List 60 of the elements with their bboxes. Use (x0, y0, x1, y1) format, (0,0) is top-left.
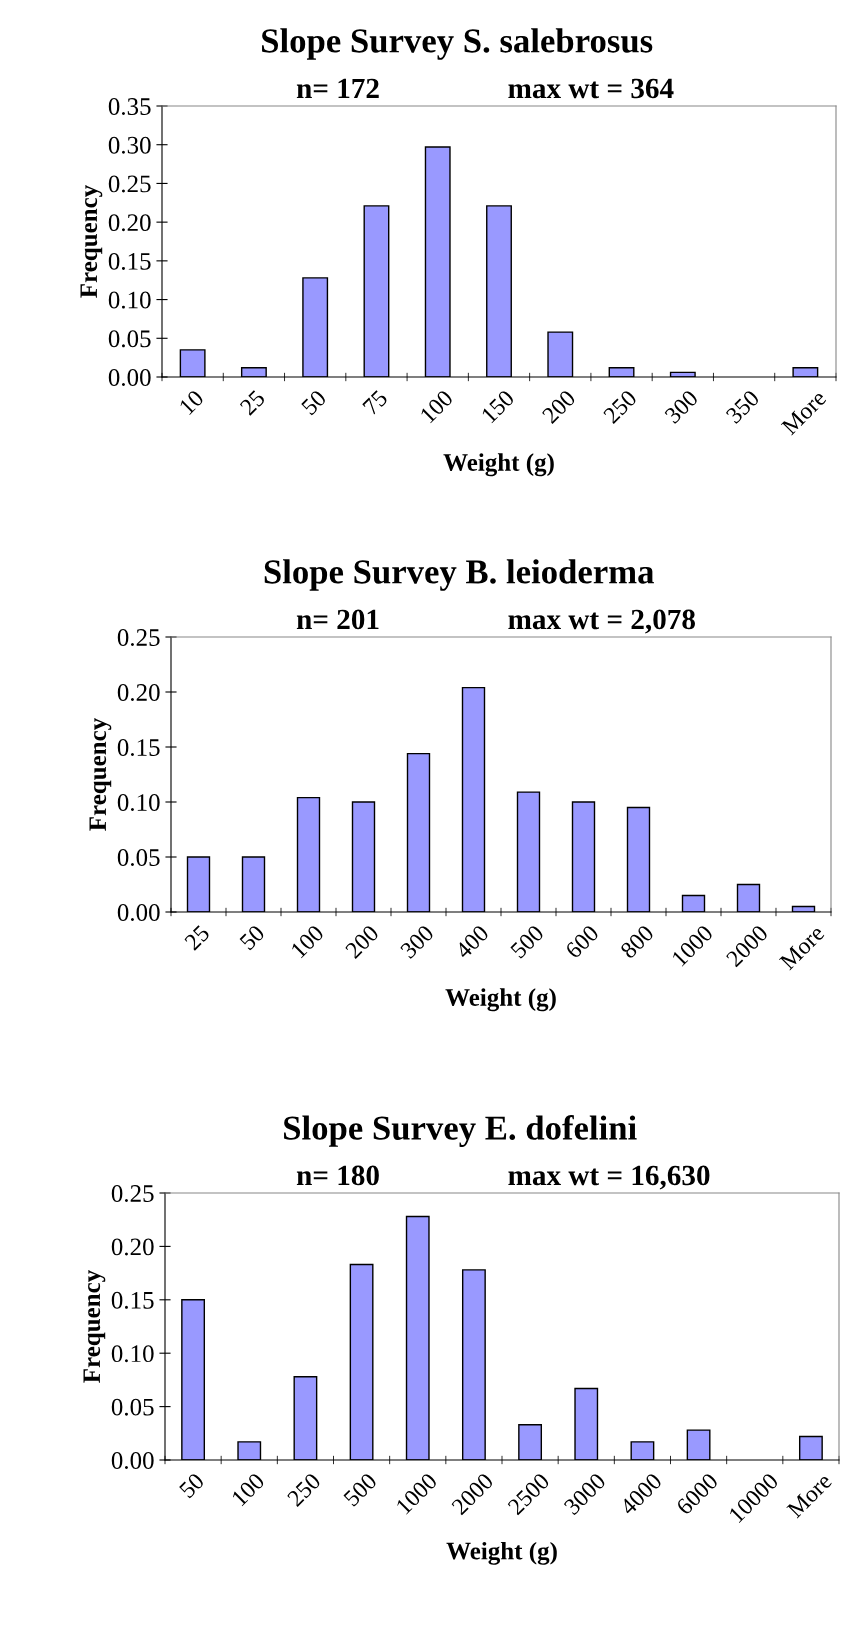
y-tick-label: 0.15 (111, 1291, 154, 1309)
chart-title: Slope Survey S. salebrosus (262, 28, 653, 60)
x-tick-label: 100 (290, 924, 325, 959)
x-tick-label: 350 (725, 389, 761, 425)
y-tick-label: 0.10 (111, 1345, 154, 1363)
y-tick-label: 0.10 (108, 291, 151, 309)
y-tick-label: 0.15 (117, 739, 160, 757)
y-tick-label: 0.05 (111, 1398, 154, 1416)
x-tick-label: 100 (231, 1472, 266, 1507)
y-tick-label: 0.35 (108, 98, 151, 116)
x-axis-title: Weight (g) (443, 453, 554, 477)
x-tick-label: 25 (183, 924, 211, 951)
y-tick-label: 0.20 (108, 214, 151, 232)
y-tick-label: 0.05 (108, 330, 151, 348)
x-tick-label: 200 (541, 389, 577, 425)
x-tick-label: 10 (178, 389, 205, 416)
y-tick-label: 0.00 (117, 904, 160, 922)
x-tick-label: 25 (239, 389, 266, 416)
y-axis-title: Frequency (83, 1270, 106, 1383)
x-tick-label: 6000 (675, 1472, 719, 1516)
y-tick-label: 0.30 (108, 136, 151, 154)
chart-title: Slope Survey E. dofelini (284, 1115, 637, 1147)
y-tick-label: 0.00 (108, 369, 151, 387)
x-tick-label: 75 (362, 389, 389, 416)
x-axis-title: Weight (g) (445, 988, 556, 1012)
y-tick-label: 0.10 (117, 794, 160, 812)
x-tick-label: 250 (602, 389, 638, 425)
x-tick-label: 50 (239, 924, 266, 951)
y-tick-label: 0.05 (117, 849, 160, 867)
x-tick-label: 250 (286, 1472, 322, 1508)
y-tick-label: 0.25 (117, 629, 160, 647)
x-tick-label: 200 (344, 924, 380, 960)
x-tick-label: 50 (300, 389, 328, 416)
text: n= 180 (296, 1165, 379, 1186)
y-axis-title: Frequency (80, 185, 103, 298)
x-tick-label: 100 (419, 389, 454, 424)
text: max wt = 16,630 (508, 1165, 710, 1190)
x-tick-label: 500 (509, 924, 545, 959)
text: n= 201 (296, 609, 379, 630)
y-tick-label: 0.20 (111, 1238, 154, 1256)
x-tick-label: 800 (619, 924, 655, 960)
y-tick-label: 0.00 (111, 1452, 154, 1470)
y-tick-label: 0.25 (111, 1185, 154, 1203)
x-tick-label: 4000 (618, 1472, 663, 1516)
text: max wt = 364 (508, 78, 674, 99)
y-tick-label: 0.25 (108, 175, 151, 193)
chart-title: Slope Survey B. leioderma (264, 559, 654, 591)
x-tick-label: 150 (480, 389, 516, 424)
x-tick-label: 300 (399, 924, 435, 960)
x-axis-title: Weight (g) (446, 1541, 557, 1565)
x-tick-label: 500 (342, 1472, 378, 1507)
x-tick-label: 400 (454, 924, 490, 960)
x-tick-label: 50 (178, 1472, 205, 1499)
y-tick-label: 0.15 (108, 252, 151, 270)
x-tick-label: 600 (564, 924, 600, 960)
text: n= 172 (296, 78, 379, 99)
text: max wt = 2,078 (508, 609, 695, 634)
x-tick-label: 300 (664, 389, 699, 425)
y-axis-title: Frequency (89, 718, 112, 831)
y-tick-label: 0.20 (117, 684, 160, 702)
